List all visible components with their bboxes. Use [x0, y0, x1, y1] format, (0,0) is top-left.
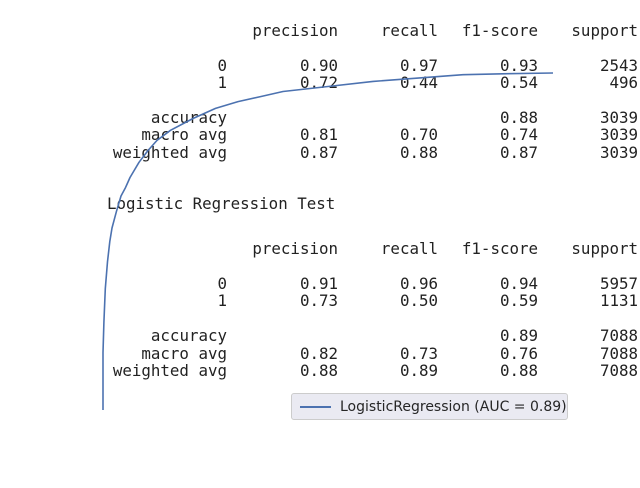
row-precision: 0.88 [299, 361, 338, 380]
header-support: support [571, 239, 638, 258]
row-support: 496 [609, 73, 638, 92]
report-test-row: weighted avg 0.88 0.89 0.88 7088 [0, 362, 640, 380]
row-label: macro avg [141, 344, 227, 363]
row-f1-score: 0.76 [499, 344, 538, 363]
row-label: 0 [217, 56, 227, 75]
row-recall: 0.70 [399, 125, 438, 144]
row-precision: 0.81 [299, 125, 338, 144]
header-precision: precision [252, 239, 338, 258]
report-test-row: accuracy 0.89 7088 [0, 327, 640, 345]
header-f1-score: f1-score [461, 21, 538, 40]
row-f1-score: 0.94 [499, 274, 538, 293]
row-f1-score: 0.87 [499, 143, 538, 162]
row-recall: 0.96 [399, 274, 438, 293]
row-precision: 0.82 [299, 344, 338, 363]
row-label: accuracy [150, 108, 227, 127]
row-label: 0 [217, 274, 227, 293]
header-recall: recall [380, 21, 438, 40]
row-label: weighted avg [112, 361, 227, 380]
row-f1-score: 0.88 [499, 108, 538, 127]
roc-curve-line [102, 72, 554, 410]
row-precision: 0.90 [299, 56, 338, 75]
row-f1-score: 0.88 [499, 361, 538, 380]
row-precision: 0.87 [299, 143, 338, 162]
row-f1-score: 0.89 [499, 326, 538, 345]
row-recall: 0.89 [399, 361, 438, 380]
row-f1-score: 0.54 [499, 73, 538, 92]
report-train-row: weighted avg 0.87 0.88 0.87 3039 [0, 144, 640, 162]
header-support: support [571, 21, 638, 40]
report-test-header: precision recall f1-score support [0, 240, 640, 258]
legend-line-swatch [300, 406, 331, 408]
report-train-header: precision recall f1-score support [0, 22, 640, 40]
legend-label: LogisticRegression (AUC = 0.89) [340, 399, 567, 415]
classification-report-test: Logistic Regression Test precision recal… [0, 0, 640, 380]
row-label: 1 [217, 291, 227, 310]
report-test-row: macro avg 0.82 0.73 0.76 7088 [0, 345, 640, 363]
row-support: 7088 [599, 344, 638, 363]
row-support: 3039 [599, 125, 638, 144]
report-train-row: accuracy 0.88 3039 [0, 109, 640, 127]
header-precision: precision [252, 21, 338, 40]
row-support: 3039 [599, 143, 638, 162]
report-test-row: 0 0.91 0.96 0.94 5957 [0, 275, 640, 293]
row-support: 7088 [599, 326, 638, 345]
row-f1-score: 0.93 [499, 56, 538, 75]
row-label: accuracy [150, 326, 227, 345]
row-support: 7088 [599, 361, 638, 380]
row-precision: 0.91 [299, 274, 338, 293]
report-test-title: Logistic Regression Test [107, 194, 336, 213]
row-support: 3039 [599, 108, 638, 127]
row-support: 1131 [599, 291, 638, 310]
header-recall: recall [380, 239, 438, 258]
row-f1-score: 0.74 [499, 125, 538, 144]
row-f1-score: 0.59 [499, 291, 538, 310]
row-recall: 0.88 [399, 143, 438, 162]
row-recall: 0.73 [399, 344, 438, 363]
report-test-row: 1 0.73 0.50 0.59 1131 [0, 292, 640, 310]
row-recall: 0.97 [399, 56, 438, 75]
row-precision: 0.73 [299, 291, 338, 310]
row-label: 1 [217, 73, 227, 92]
row-support: 2543 [599, 56, 638, 75]
chart-legend: LogisticRegression (AUC = 0.89) [291, 393, 568, 420]
classification-report-train: precision recall f1-score support 0 0.90… [0, 0, 640, 162]
row-label: weighted avg [112, 143, 227, 162]
report-train-row: 0 0.90 0.97 0.93 2543 [0, 57, 640, 75]
header-f1-score: f1-score [461, 239, 538, 258]
report-train-row: macro avg 0.81 0.70 0.74 3039 [0, 126, 640, 144]
row-support: 5957 [599, 274, 638, 293]
row-recall: 0.50 [399, 291, 438, 310]
